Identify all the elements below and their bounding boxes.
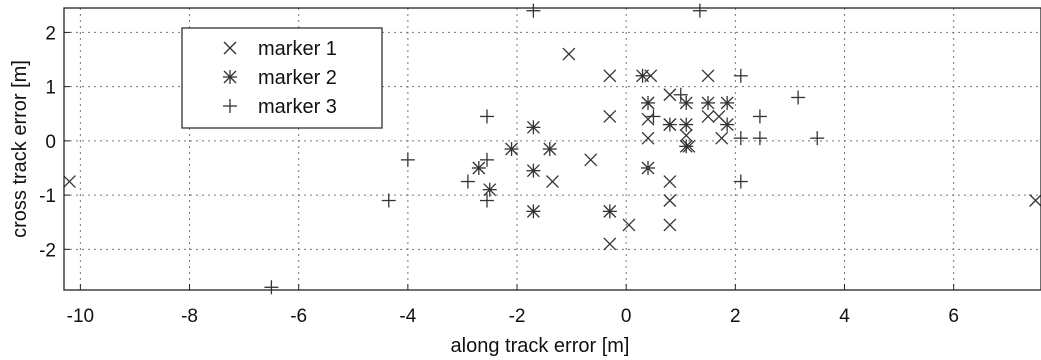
legend-symbol-marker-3 — [223, 99, 237, 113]
point-marker-1 — [701, 110, 715, 123]
point-marker-3 — [733, 68, 748, 83]
legend: marker 1 marker 2 marker 3 — [181, 27, 383, 129]
point-marker-3 — [810, 131, 825, 146]
point-marker-2 — [471, 160, 486, 175]
legend-label-marker-2: marker 2 — [258, 67, 337, 89]
point-marker-2 — [526, 120, 541, 135]
point-marker-2 — [701, 95, 716, 110]
x-tick-label: 6 — [948, 306, 959, 327]
point-marker-2 — [602, 204, 617, 219]
x-tick-label: 2 — [730, 306, 741, 327]
point-marker-1 — [1029, 194, 1041, 207]
y-tick-label: 2 — [45, 23, 56, 44]
point-marker-2 — [504, 142, 519, 156]
point-marker-2 — [720, 95, 735, 110]
legend-markers — [223, 41, 237, 113]
point-marker-1 — [584, 153, 598, 167]
point-marker-3 — [733, 131, 748, 146]
point-marker-1 — [663, 175, 677, 188]
point-marker-3 — [791, 90, 806, 105]
point-marker-2 — [542, 142, 557, 156]
point-marker-1 — [62, 175, 76, 188]
point-marker-3 — [264, 280, 279, 295]
point-marker-1 — [701, 69, 715, 83]
point-marker-3 — [752, 109, 767, 124]
x-tick-label: 4 — [839, 306, 850, 327]
point-marker-3 — [526, 3, 541, 18]
legend-label-marker-1: marker 1 — [258, 38, 337, 60]
point-marker-3 — [692, 3, 707, 18]
point-marker-2 — [482, 182, 497, 197]
point-marker-3 — [400, 152, 415, 167]
point-marker-1 — [641, 131, 655, 145]
point-marker-1 — [715, 131, 729, 145]
data-points — [62, 3, 1041, 295]
point-marker-1 — [641, 112, 655, 126]
y-axis-label: cross track error [m] — [9, 60, 31, 238]
y-tick-label: -2 — [39, 240, 56, 261]
point-marker-2 — [641, 160, 656, 175]
legend-symbol-marker-2 — [223, 70, 237, 84]
x-tick-label: -8 — [181, 306, 198, 327]
x-tick-label: -10 — [67, 306, 94, 327]
point-marker-1 — [679, 128, 693, 142]
point-marker-3 — [480, 109, 495, 124]
x-tick-label: -4 — [399, 306, 416, 327]
point-marker-3 — [480, 193, 495, 208]
point-marker-3 — [381, 193, 396, 208]
x-tick-label: -2 — [509, 306, 526, 327]
point-marker-2 — [635, 68, 650, 83]
y-tick-label: 0 — [45, 132, 56, 153]
point-marker-3 — [646, 109, 661, 124]
point-marker-1 — [562, 47, 576, 61]
plot-frame — [63, 7, 1041, 291]
point-marker-1 — [603, 237, 617, 251]
legend-label-marker-3: marker 3 — [258, 96, 337, 118]
y-tick-label: -1 — [39, 186, 56, 207]
point-marker-2 — [662, 117, 677, 132]
y-tick-label: 1 — [45, 78, 56, 99]
point-marker-3 — [733, 174, 748, 189]
legend-box — [181, 27, 383, 129]
point-marker-1 — [546, 175, 559, 188]
point-marker-1 — [663, 194, 677, 207]
point-marker-2 — [526, 204, 541, 219]
point-marker-3 — [752, 131, 767, 146]
x-tick-label: -6 — [290, 306, 307, 327]
point-marker-1 — [663, 88, 677, 102]
point-marker-1 — [622, 218, 636, 232]
point-marker-3 — [480, 152, 495, 167]
point-marker-2 — [679, 95, 694, 110]
point-marker-2 — [526, 163, 541, 178]
point-marker-1 — [603, 69, 617, 83]
point-marker-2 — [679, 139, 694, 154]
point-marker-2 — [720, 117, 735, 132]
x-tick-label: 0 — [621, 306, 632, 327]
point-marker-3 — [673, 87, 688, 102]
point-marker-1 — [663, 218, 677, 232]
legend-symbol-marker-1 — [223, 41, 237, 55]
x-axis-label: along track error [m] — [451, 335, 630, 357]
point-marker-2 — [679, 117, 694, 132]
point-marker-1 — [603, 110, 617, 123]
point-marker-3 — [460, 174, 475, 189]
point-marker-2 — [641, 95, 656, 110]
